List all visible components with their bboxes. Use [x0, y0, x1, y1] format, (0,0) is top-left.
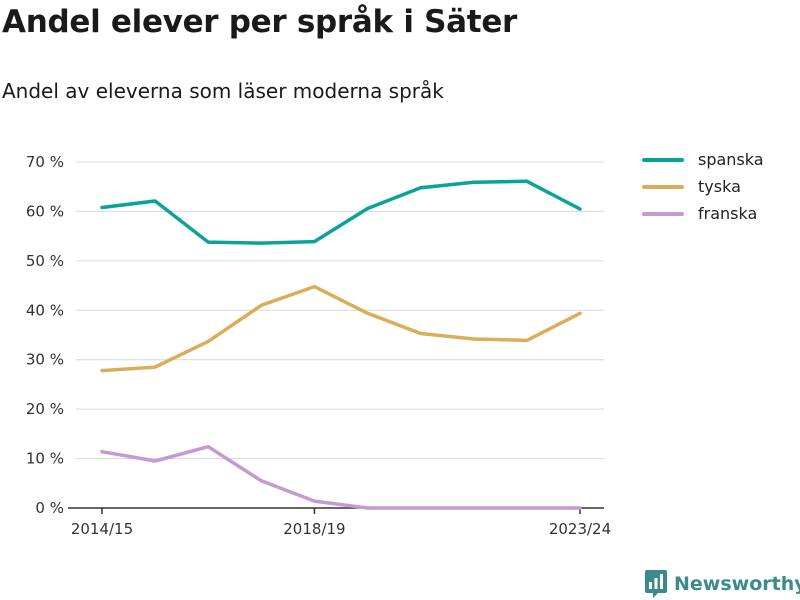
legend-swatch-franska [642, 211, 684, 216]
legend-item-spanska: spanska [642, 146, 764, 173]
x-tick-label-9: 2023/24 [549, 520, 611, 538]
y-tick-label-30: 30 % [26, 351, 64, 369]
series-lines [100, 179, 582, 510]
y-tick-label-10: 10 % [26, 450, 64, 468]
legend-label-tyska: tyska [698, 177, 741, 196]
legend-label-franska: franska [698, 204, 758, 223]
brand-logo: Newsworthy [644, 569, 800, 599]
legend-item-franska: franska [642, 200, 764, 227]
series-line-franska [100, 444, 582, 510]
y-tick-label-40: 40 % [26, 301, 64, 319]
chart-subtitle: Andel av eleverna som läser moderna språ… [2, 79, 444, 103]
y-tick-label-60: 60 % [26, 202, 64, 220]
newsworthy-logo-icon [645, 570, 667, 598]
series-line-spanska [100, 179, 582, 245]
grid-lines [76, 161, 604, 460]
x-axis: 2014/15 2018/19 2023/24 [68, 507, 611, 538]
x-tick-label-0: 2014/15 [71, 520, 133, 538]
chart-title: Andel elever per språk i Säter [2, 4, 518, 40]
y-tick-label-0: 0 % [35, 499, 64, 517]
y-tick-label-70: 70 % [26, 153, 64, 171]
y-tick-label-50: 50 % [26, 252, 64, 270]
x-tick-label-4: 2018/19 [283, 520, 345, 538]
series-line-tyska [100, 284, 582, 373]
brand-name: Newsworthy [674, 573, 800, 595]
legend-item-tyska: tyska [642, 173, 764, 200]
legend-swatch-spanska [642, 157, 684, 162]
y-axis-tick-labels: 0 % 10 % 20 % 30 % 40 % 50 % 60 % 70 % [26, 153, 64, 517]
chart-legend: spanska tyska franska [642, 146, 764, 227]
y-tick-label-20: 20 % [26, 400, 64, 418]
legend-label-spanska: spanska [698, 150, 764, 169]
legend-swatch-tyska [642, 184, 684, 189]
